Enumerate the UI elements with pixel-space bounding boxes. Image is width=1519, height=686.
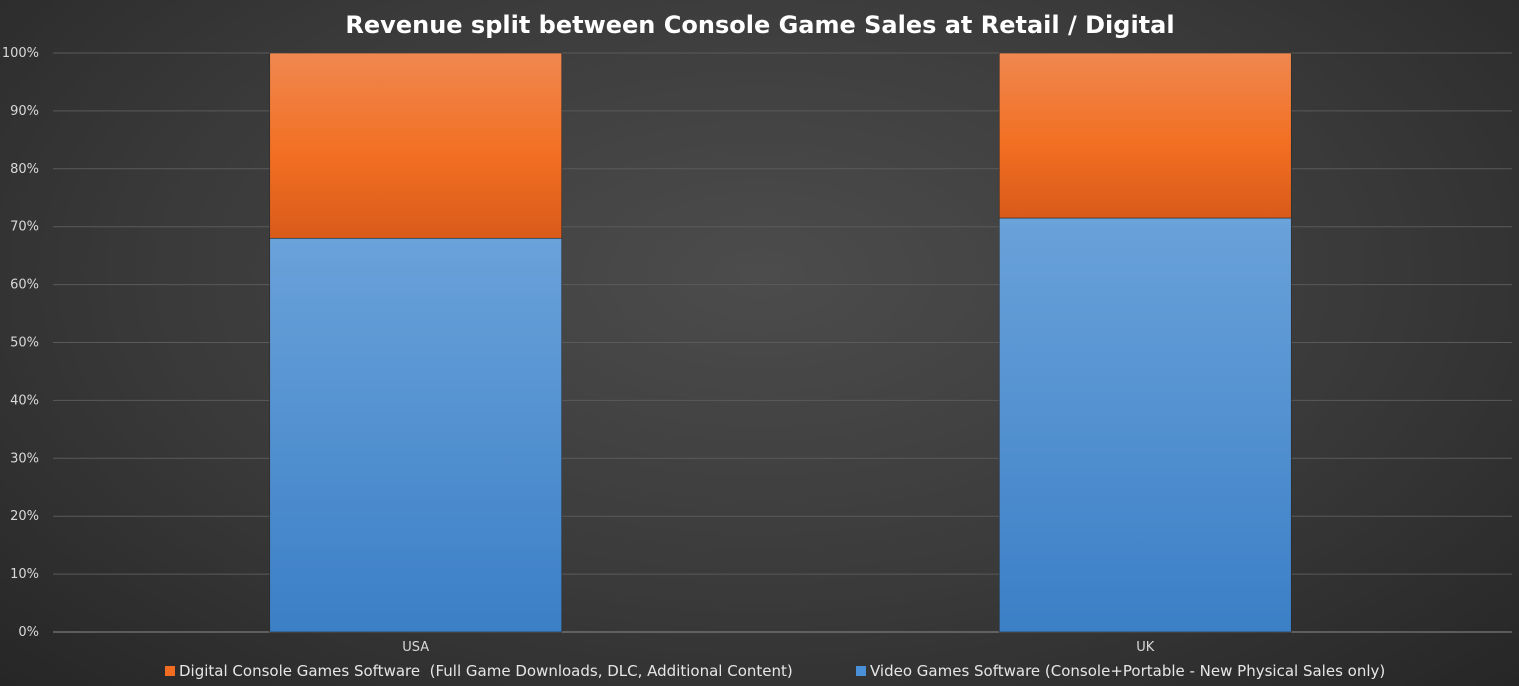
y-tick-label: 70% <box>10 220 39 235</box>
bar-usa-series-0 <box>269 237 563 633</box>
x-category-label: UK <box>1136 640 1155 655</box>
legend-swatch <box>856 666 866 676</box>
y-tick-label: 0% <box>18 625 39 640</box>
x-category-label: USA <box>402 640 429 655</box>
y-tick-label: 10% <box>10 567 39 582</box>
legend-label: Digital Console Games Software (Full Gam… <box>179 662 793 680</box>
legend: Digital Console Games Software (Full Gam… <box>165 662 1385 680</box>
chart-title: Revenue split between Console Game Sales… <box>345 11 1174 39</box>
y-tick-label: 90% <box>10 104 39 119</box>
x-axis-categories: USA UK <box>402 640 1154 655</box>
y-tick-label: 20% <box>10 509 39 524</box>
y-tick-label: 50% <box>10 336 39 351</box>
legend-label: Video Games Software (Console+Portable -… <box>870 662 1385 680</box>
y-tick-label: 30% <box>10 451 39 466</box>
bars <box>269 52 1292 633</box>
bar-uk-series-0 <box>998 217 1292 633</box>
y-tick-label: 40% <box>10 393 39 408</box>
bar-usa-series-1 <box>269 52 563 239</box>
y-tick-label: 60% <box>10 278 39 293</box>
y-axis-ticks: 0% 10% 20% 30% 40% 50% 60% 70% 80% 90% 100% <box>2 46 39 640</box>
legend-swatch <box>165 666 175 676</box>
bar-uk-series-1 <box>998 52 1292 219</box>
y-tick-label: 80% <box>10 162 39 177</box>
y-tick-label: 100% <box>2 46 39 61</box>
